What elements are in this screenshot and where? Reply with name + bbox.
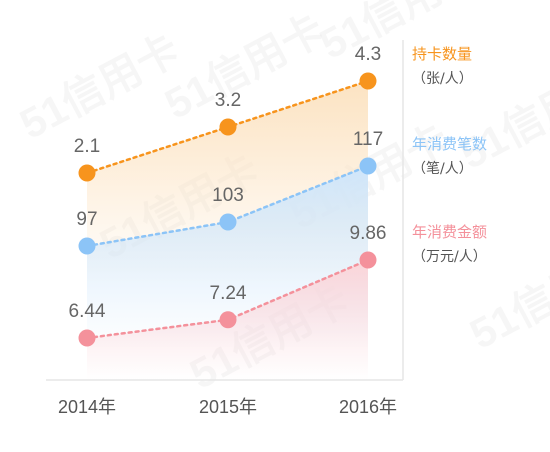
legend-label-transactions: 年消费笔数 — [412, 135, 488, 153]
data-label-cards-1: 2.1 — [74, 136, 100, 157]
point-cards-1 — [78, 164, 96, 182]
point-transactions-3 — [359, 157, 377, 175]
legend-unit-transactions: （笔/人） — [412, 161, 473, 177]
point-transactions-1 — [78, 237, 96, 255]
data-label-amount-1: 6.44 — [69, 301, 106, 322]
legend-label-amount: 年消费金额 — [412, 223, 488, 241]
x-tick-label-1: 2014年 — [58, 397, 116, 417]
data-label-transactions-3: 117 — [353, 129, 383, 150]
data-label-transactions-2: 103 — [212, 185, 244, 206]
x-tick-label-3: 2016年 — [339, 397, 397, 417]
data-label-transactions-1: 97 — [76, 209, 97, 230]
point-transactions-2 — [219, 213, 237, 231]
legend-item-cards: 持卡数量 （张/人） — [412, 44, 473, 90]
data-label-cards-2: 3.2 — [215, 90, 241, 111]
legend-item-transactions: 年消费笔数 （笔/人） — [412, 134, 487, 180]
point-amount-3 — [359, 251, 377, 269]
point-amount-2 — [219, 311, 237, 329]
data-label-cards-3: 4.3 — [355, 44, 381, 65]
legend-item-amount: 年消费金额 （万元/人） — [412, 222, 487, 268]
data-label-amount-3: 9.86 — [350, 223, 387, 244]
legend-unit-cards: （张/人） — [412, 71, 473, 87]
point-cards-2 — [219, 118, 237, 136]
legend-unit-amount: （万元/人） — [412, 249, 487, 265]
point-amount-1 — [78, 329, 96, 347]
data-label-amount-2: 7.24 — [210, 283, 247, 304]
point-cards-3 — [359, 72, 377, 90]
x-tick-label-2: 2015年 — [199, 397, 257, 417]
legend-label-cards: 持卡数量 — [412, 45, 473, 63]
